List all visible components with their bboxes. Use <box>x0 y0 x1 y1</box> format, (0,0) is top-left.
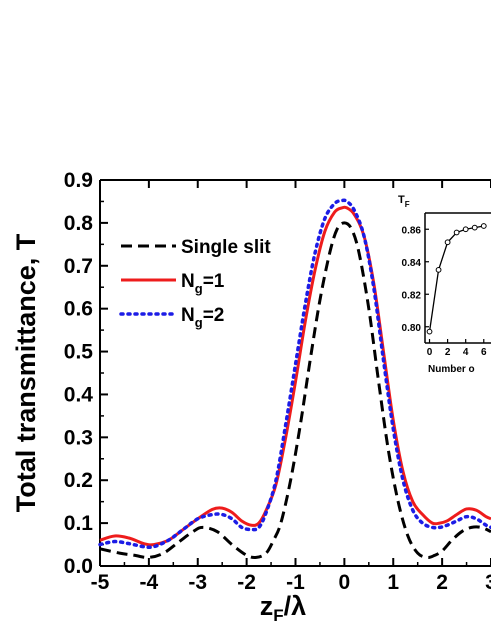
x-tick-label: 2 <box>436 571 448 594</box>
x-tick-label: -2 <box>237 571 256 594</box>
legend-label-ng2: Ng=2 <box>181 305 224 330</box>
main-plot: -5 -4 -3 -2 -1 0 1 2 3 0.0 0.1 0.2 0.3 0.4 0.5 0.6 0.7 0.… <box>64 169 491 594</box>
inset-ticks: 0 2 4 6 0.80 0.82 0.84 0.86 <box>402 225 487 358</box>
x-tick-label: -1 <box>286 571 305 594</box>
y-tick-label: 0.7 <box>64 255 93 278</box>
x-tick-label: -5 <box>91 571 110 594</box>
y-axis-title: Total transmittance, T <box>11 233 41 512</box>
main-ticks: -5 -4 -3 -2 -1 0 1 2 3 0.0 0.1 0.2 0.3 0.4 0.5 0.6 0.7 0.… <box>64 169 491 594</box>
y-tick-label: 0.3 <box>64 426 93 449</box>
y-tick-label: 0.8 <box>64 212 94 235</box>
inset-data-point <box>444 239 451 246</box>
inset-x-tick-label: 6 <box>481 347 487 358</box>
y-tick-label: 0.2 <box>64 469 93 492</box>
y-tick-label: 0.6 <box>64 298 93 321</box>
inset-title: TF <box>398 194 410 209</box>
inset-data-point <box>471 224 478 231</box>
y-tick-label: 0.4 <box>64 383 94 406</box>
inset-x-tick-label: 2 <box>445 347 451 358</box>
inset-data-point <box>426 328 433 335</box>
legend-label-single-slit: Single slit <box>181 237 271 258</box>
inset-y-tick-label: 0.84 <box>402 258 422 269</box>
inset-x-tick-label: 0 <box>427 347 433 358</box>
x-tick-label: -3 <box>188 571 207 594</box>
inset-curve <box>426 223 487 335</box>
x-tick-label: 0 <box>339 571 351 594</box>
series-line-single-slit <box>99 221 491 560</box>
inset-data-point <box>453 229 460 236</box>
y-tick-label: 0.5 <box>64 341 94 364</box>
inset-x-axis-title: Number o <box>428 364 475 375</box>
main-curves <box>98 198 491 560</box>
inset-chart: TF 0 2 4 6 0.80 0.82 0.84 0.86 Number o <box>388 194 491 375</box>
inset-x-tick-label: 4 <box>463 347 469 358</box>
legend-label-ng1: Ng=1 <box>181 271 225 296</box>
x-tick-label: 1 <box>387 571 399 594</box>
x-tick-label: 3 <box>485 571 491 594</box>
series-line-ng2 <box>98 198 491 550</box>
x-axis-title: zF/λ <box>260 591 306 625</box>
inset-data-point <box>462 226 469 233</box>
inset-data-point <box>480 223 487 229</box>
y-tick-label: 0.0 <box>64 555 93 578</box>
inset-y-tick-label: 0.80 <box>402 323 422 334</box>
x-axis-title-tail: /λ <box>284 591 307 621</box>
x-axis-title-main: z <box>260 591 274 621</box>
inset-y-tick-label: 0.82 <box>402 290 422 301</box>
inset-background <box>388 212 491 360</box>
y-tick-label: 0.1 <box>64 512 94 535</box>
y-tick-label: 0.9 <box>64 169 93 192</box>
x-axis-title-sub: F <box>273 606 283 625</box>
inset-y-tick-label: 0.86 <box>402 225 422 236</box>
inset-data-point <box>435 266 442 273</box>
legend: Single slit Ng=1 Ng=2 <box>119 237 271 330</box>
x-tick-label: -4 <box>140 571 159 594</box>
